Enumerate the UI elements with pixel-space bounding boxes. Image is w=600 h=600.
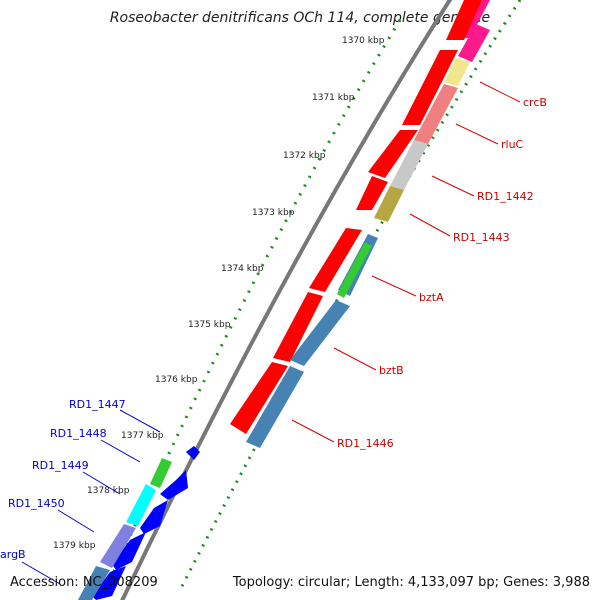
leader-line	[57, 509, 95, 533]
gene-label-RD1_1450[interactable]: RD1_1450	[8, 497, 65, 510]
gene-label-RD1_1447[interactable]: RD1_1447	[69, 398, 126, 411]
kbp-label: 1370 kbp	[342, 36, 385, 46]
feature-RD1_1446-blue	[246, 366, 304, 448]
gene-arrow-RD1_1446	[230, 362, 288, 434]
gene-arrow-argB	[92, 566, 126, 600]
feature-RD1_1448-cyan	[126, 484, 156, 526]
gene-arrow-RD1_1450	[112, 532, 146, 570]
kbp-label: 1371 kbp	[312, 93, 355, 103]
feature-RD1_1443-olive	[374, 186, 404, 222]
leader-line	[455, 123, 499, 145]
gene-label-RD1_1442[interactable]: RD1_1442	[477, 190, 534, 203]
gene-label-bztB[interactable]: bztB	[379, 364, 404, 377]
gene-arrow-RD1_1448	[160, 470, 188, 500]
feature-bztB-blue	[290, 300, 350, 366]
leader-line	[371, 275, 417, 297]
kbp-label: 1377 kbp	[121, 431, 164, 441]
gene-label-bztA[interactable]: bztA	[419, 291, 444, 304]
gene-label-rluC[interactable]: rluC	[501, 138, 524, 151]
genome-summary-text: Topology: circular; Length: 4,133,097 bp…	[232, 575, 590, 590]
gene-arrow-rluC	[402, 50, 458, 125]
gene-label-RD1_1446[interactable]: RD1_1446	[337, 437, 394, 450]
leader-line	[100, 439, 141, 463]
leader-line	[119, 409, 161, 433]
kbp-label: 1378 kbp	[87, 486, 130, 496]
gene-arrow-RD1_1443	[356, 176, 388, 210]
gene-label-RD1_1443[interactable]: RD1_1443	[453, 231, 510, 244]
gene-label-RD1_1449[interactable]: RD1_1449	[32, 459, 89, 472]
outer-tick-ring	[108, 19, 402, 581]
kbp-label: 1376 kbp	[155, 375, 198, 385]
gene-arrow-bztB	[273, 292, 323, 362]
gene-label-argB[interactable]: argB	[0, 548, 26, 561]
forward-strand-features	[230, 0, 490, 434]
leader-line	[82, 471, 121, 495]
kbp-label: 1379 kbp	[53, 541, 96, 551]
gene-label-crcB[interactable]: crcB	[523, 96, 547, 109]
feature-RD1_1449-purple	[100, 524, 136, 568]
feature-crcB-yellow	[444, 58, 470, 86]
leader-line	[333, 347, 377, 371]
leader-line	[479, 81, 521, 103]
right-gene-labels: crcB rluC RD1_1442 RD1_1443 bztA bztB RD…	[291, 81, 547, 450]
gene-arrow-RD1_1449	[140, 500, 168, 534]
gene-arrow-RD1_1442	[368, 130, 418, 178]
kbp-label: 1373 kbp	[252, 208, 295, 218]
leader-line	[431, 175, 475, 197]
leader-line	[21, 561, 61, 585]
gene-arrow-crcB	[446, 0, 482, 40]
leader-line	[291, 419, 335, 443]
map-title: Roseobacter denitrificans OCh 114, compl…	[110, 10, 490, 26]
leader-line	[409, 213, 451, 237]
feature-bztA-green	[337, 242, 372, 298]
feature-RD1_1442-gray	[390, 140, 428, 190]
kbp-label: 1372 kbp	[283, 151, 326, 161]
left-gene-labels: RD1_1447 RD1_1448 RD1_1449 RD1_1450 argB	[0, 398, 161, 585]
feature-rluC-pink	[414, 84, 458, 144]
gene-arrow-bztA	[309, 228, 362, 292]
left-features	[78, 446, 200, 600]
feature-RD1_1450-steel	[78, 566, 110, 600]
feature-magenta	[458, 24, 490, 62]
kbp-scale: 1370 kbp 1371 kbp 1372 kbp 1373 kbp 1374…	[53, 36, 385, 551]
reverse-strand-features	[246, 24, 490, 448]
genome-backbone	[120, 0, 453, 600]
kbp-label: 1374 kbp	[221, 264, 264, 274]
accession-text: Accession: NC_008209	[10, 575, 158, 590]
feature-RD1_1447-green	[150, 458, 172, 488]
gene-arrow-RD1_1447	[186, 446, 200, 460]
kbp-label: 1375 kbp	[188, 320, 231, 330]
gene-label-RD1_1448[interactable]: RD1_1448	[50, 427, 107, 440]
